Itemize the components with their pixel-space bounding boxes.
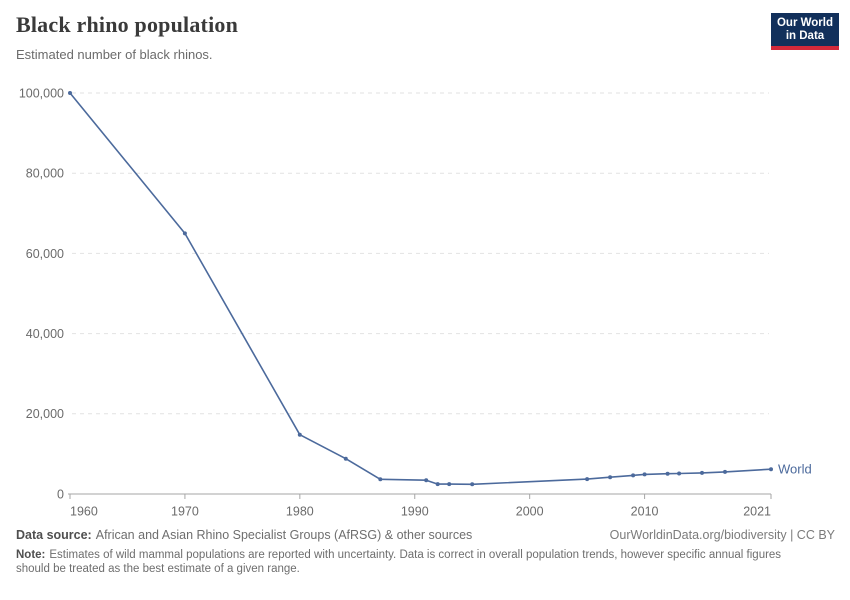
data-point[interactable]: [631, 473, 636, 478]
data-point[interactable]: [700, 470, 704, 475]
line-chart: 0 20,000 40,000 60,000 80,000 100,000 1960 1970…: [19, 86, 812, 518]
owid-logo-line1: Our World: [776, 17, 833, 29]
attribution-link[interactable]: OurWorldinData.org/biodiversity | CC BY: [609, 528, 835, 542]
data-point[interactable]: [769, 467, 773, 472]
data-point[interactable]: [378, 477, 383, 482]
chart-subtitle: Estimated number of black rhinos.: [16, 47, 213, 62]
y-tick-label: 40,000: [26, 327, 64, 341]
x-tick-label: 2021: [743, 504, 771, 518]
data-point[interactable]: [68, 91, 72, 95]
data-point[interactable]: [677, 471, 682, 476]
x-tick-label: 1970: [171, 504, 199, 518]
note-text: Estimates of wild mammal populations are…: [16, 549, 782, 575]
data-point[interactable]: [424, 478, 429, 483]
y-tick-label: 0: [57, 487, 64, 501]
data-point[interactable]: [585, 477, 590, 482]
y-tick-label: 80,000: [26, 167, 64, 181]
x-tick-label: 2010: [631, 504, 659, 518]
y-tick-label: 60,000: [26, 247, 64, 261]
data-point[interactable]: [343, 456, 348, 461]
y-tick-label: 100,000: [19, 86, 64, 100]
data-point[interactable]: [723, 469, 727, 474]
data-source-text: African and Asian Rhino Specialist Group…: [95, 528, 473, 542]
y-tick-label: 20,000: [26, 407, 64, 421]
data-point[interactable]: [182, 231, 187, 236]
data-line-world[interactable]: [69, 92, 772, 486]
data-point[interactable]: [297, 432, 302, 437]
chart-footer: Data source: African and Asian Rhino Spec…: [16, 528, 835, 576]
owid-logo[interactable]: Our World in Data: [771, 13, 839, 50]
data-point[interactable]: [447, 482, 452, 487]
x-tick-label: 1980: [286, 504, 314, 518]
note-label: Note:: [16, 549, 46, 561]
data-point[interactable]: [608, 475, 613, 480]
owid-logo-line2: in Data: [785, 30, 825, 42]
x-tick-label: 1960: [70, 504, 98, 518]
x-tick-label: 2000: [516, 504, 544, 518]
data-point[interactable]: [470, 482, 475, 487]
chart-note: Note: Estimates of wild mammal population…: [16, 548, 796, 576]
chart-title: Black rhino population: [16, 12, 239, 37]
data-point[interactable]: [435, 482, 440, 487]
data-source-line: Data source: African and Asian Rhino Spec…: [16, 528, 472, 542]
data-point[interactable]: [642, 472, 647, 477]
series-label-world: World: [778, 462, 812, 477]
x-tick-label: 1990: [401, 504, 429, 518]
data-source-label: Data source:: [16, 528, 92, 542]
data-point[interactable]: [665, 471, 670, 476]
